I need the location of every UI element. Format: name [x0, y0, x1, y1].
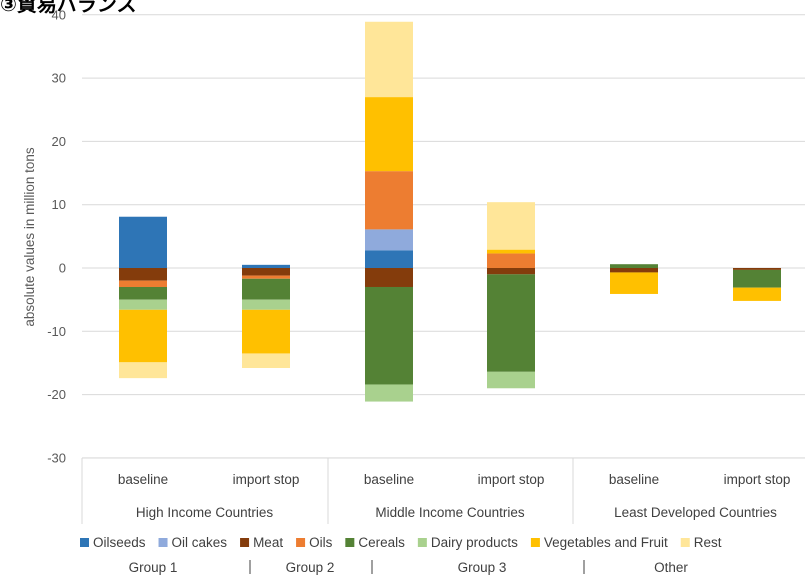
bar-segment	[487, 274, 535, 372]
legend-swatch	[158, 538, 168, 547]
legend-entry: Dairy products	[431, 535, 518, 550]
group-label: Middle Income Countries	[375, 505, 525, 520]
bar-segment	[242, 278, 290, 300]
group-row: Group 1 Group 2 Group 3 Other	[129, 560, 688, 575]
bar-segment	[119, 268, 167, 281]
legend-swatch	[296, 538, 306, 547]
group-row-label: Group 3	[458, 560, 507, 575]
bar-segment	[119, 286, 167, 300]
legend-entry: Oils	[309, 535, 332, 550]
legend-entry: Meat	[253, 535, 283, 550]
bar-segment	[119, 280, 167, 287]
group-row-label: Other	[654, 560, 688, 575]
bar-segment	[365, 268, 413, 287]
y-axis-ticks: -30 -20 -10 0 10 20 30 40	[47, 7, 66, 465]
legend: Oilseeds Oil cakes Meat Oils Cereals Dairy pr…	[80, 535, 722, 550]
y-tick-label: 40	[52, 7, 66, 22]
group-row-label: Group 2	[286, 560, 335, 575]
bar-segment	[365, 171, 413, 230]
bar-segment	[242, 309, 290, 354]
category-label: baseline	[609, 472, 659, 487]
bar-segment	[365, 384, 413, 402]
bar-segment	[242, 275, 290, 279]
legend-entry: Oil cakes	[172, 535, 228, 550]
legend-entry: Oilseeds	[93, 535, 146, 550]
bar-segment	[487, 202, 535, 250]
legend-swatch	[80, 538, 89, 547]
legend-entry: Rest	[694, 535, 722, 550]
bar-segment	[610, 272, 658, 294]
chart-title: ③貿易バランス	[0, 0, 137, 16]
y-axis-label: absolute values in million tons	[22, 147, 37, 327]
y-tick-label: 30	[52, 71, 66, 86]
bar-segment	[733, 287, 781, 301]
bar-segment	[119, 309, 167, 363]
category-label: baseline	[364, 472, 414, 487]
category-label: baseline	[118, 472, 168, 487]
group-row-label: Group 1	[129, 560, 178, 575]
legend-swatch	[680, 538, 690, 547]
y-tick-label: 10	[52, 197, 66, 212]
bar-segment	[487, 253, 535, 268]
bar-segment	[242, 264, 290, 268]
bar-segment	[610, 268, 658, 273]
legend-entry: Cereals	[358, 535, 405, 550]
bar-segment	[487, 249, 535, 254]
gridlines	[82, 14, 805, 459]
bar-segment	[365, 21, 413, 98]
group-label: Least Developed Countries	[614, 505, 777, 520]
bar-segment	[242, 268, 290, 276]
bar-segment	[365, 250, 413, 268]
legend-swatch	[345, 538, 355, 547]
category-axis: baseline import stop baseline import stop ba…	[81, 457, 805, 524]
bar-segment	[487, 371, 535, 389]
y-tick-label: -20	[47, 387, 66, 402]
y-tick-label: -10	[47, 324, 66, 339]
bars	[119, 21, 781, 402]
bar-segment	[119, 216, 167, 268]
y-tick-label: 20	[52, 134, 66, 149]
category-label: import stop	[724, 472, 791, 487]
bar-segment	[365, 286, 413, 385]
y-tick-label: 0	[59, 261, 66, 276]
bar-segment	[119, 362, 167, 379]
legend-entry: Vegetables and Fruit	[544, 535, 668, 550]
bar-segment	[487, 268, 535, 275]
legend-swatch	[530, 538, 540, 547]
bar-segment	[733, 269, 781, 288]
bar-segment	[365, 229, 413, 251]
bar-segment	[733, 268, 781, 270]
category-label: import stop	[233, 472, 300, 487]
bar-segment	[365, 97, 413, 172]
bar-segment	[119, 299, 167, 310]
bar-segment	[242, 353, 290, 369]
legend-swatch	[240, 538, 250, 547]
group-label: High Income Countries	[136, 505, 274, 520]
category-label: import stop	[478, 472, 545, 487]
bar-segment	[242, 299, 290, 310]
legend-swatch	[417, 538, 427, 547]
bar-segment	[610, 264, 658, 268]
y-tick-label: -30	[47, 450, 66, 465]
